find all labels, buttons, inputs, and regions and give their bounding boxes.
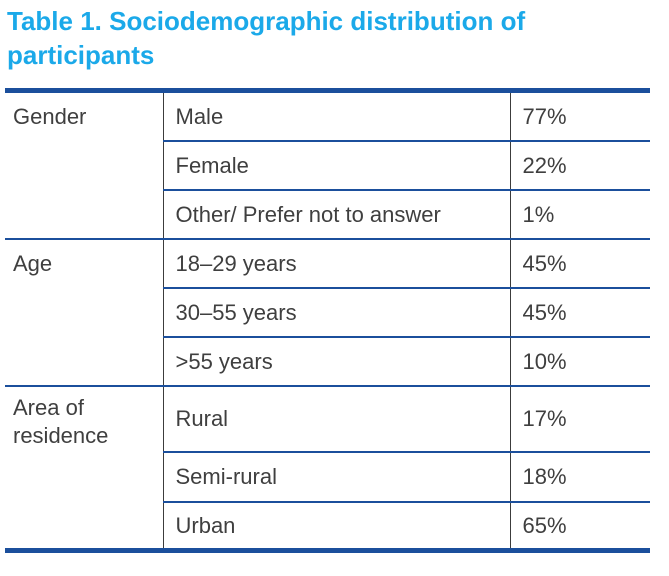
table-row: Other/ Prefer not to answer 1%	[5, 190, 650, 240]
value-cell: 45%	[509, 288, 650, 338]
label-cell: >55 years	[162, 337, 510, 387]
value-cell: 17%	[509, 386, 650, 453]
label-cell: Other/ Prefer not to answer	[162, 190, 510, 240]
label-cell: Rural	[162, 386, 510, 453]
sociodemographic-table: Gender Male 77% Female 22% Other/ Prefer…	[5, 88, 650, 553]
label-cell: Female	[162, 141, 510, 191]
table-row: Age 18–29 years 45%	[5, 239, 650, 387]
value-cell: 77%	[509, 90, 650, 142]
label-cell: 18–29 years	[162, 239, 510, 289]
label-cell: Urban	[162, 502, 510, 552]
table-row: Semi-rural 18%	[5, 452, 650, 503]
category-cell-area-of-residence: Area of residence	[5, 386, 163, 552]
value-cell: 45%	[509, 239, 650, 289]
value-cell: 1%	[509, 190, 650, 240]
label-cell: 30–55 years	[162, 288, 510, 338]
label-cell: Semi-rural	[162, 452, 510, 503]
category-cell-gender: Gender	[5, 90, 163, 240]
table-row: 30–55 years 45%	[5, 288, 650, 338]
table-row: Area of residence Rural 17%	[5, 386, 650, 552]
table-row: Female 22%	[5, 141, 650, 191]
category-cell-age: Age	[5, 239, 163, 387]
table-title: Table 1. Sociodemographic distribution o…	[7, 6, 526, 70]
value-cell: 18%	[509, 452, 650, 503]
table-row: Gender Male 77%	[5, 90, 650, 240]
value-cell: 22%	[509, 141, 650, 191]
value-cell: 65%	[509, 502, 650, 552]
label-cell: Male	[162, 90, 510, 142]
table-row: >55 years 10%	[5, 337, 650, 387]
table-row: Urban 65%	[5, 502, 650, 552]
value-cell: 10%	[509, 337, 650, 387]
